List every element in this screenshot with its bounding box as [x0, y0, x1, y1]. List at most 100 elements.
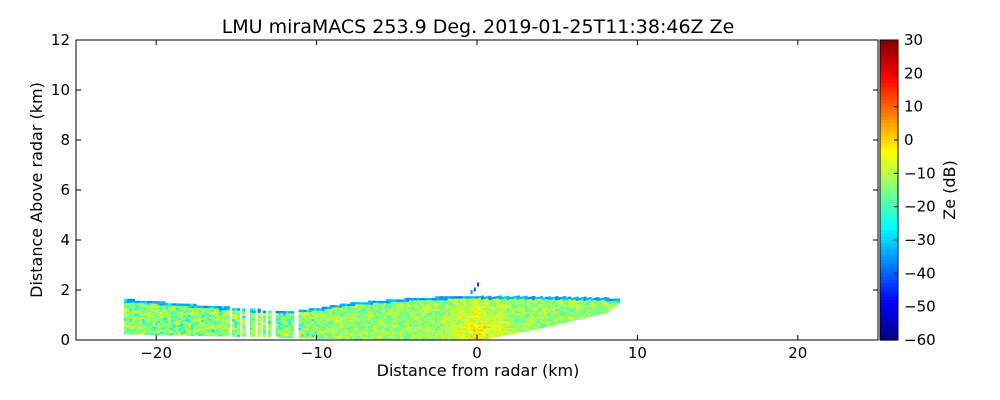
colorbar-segment — [880, 270, 898, 274]
reflectivity-cell — [216, 327, 220, 330]
reflectivity-cell — [124, 309, 128, 312]
reflectivity-cell — [593, 308, 597, 311]
reflectivity-cell — [152, 301, 156, 304]
reflectivity-cell — [373, 328, 377, 332]
reflectivity-cell — [180, 321, 184, 324]
reflectivity-cell — [473, 336, 477, 339]
reflectivity-cell — [221, 314, 225, 318]
colorbar-segment — [880, 163, 898, 168]
colorbar-segment — [880, 310, 898, 314]
reflectivity-cell — [465, 299, 469, 303]
reflectivity-cell — [203, 314, 207, 317]
reflectivity-cell — [275, 316, 279, 319]
reflectivity-cell — [180, 322, 184, 326]
reflectivity-cell — [278, 317, 282, 321]
reflectivity-cell — [506, 302, 510, 306]
reflectivity-cell — [570, 318, 574, 322]
reflectivity-cell — [393, 309, 397, 313]
reflectivity-cell — [411, 318, 415, 322]
reflectivity-cell — [447, 310, 451, 313]
reflectivity-cell — [303, 325, 307, 328]
reflectivity-cell — [529, 319, 533, 322]
reflectivity-cell — [401, 301, 405, 304]
reflectivity-cell — [555, 306, 559, 310]
reflectivity-cell — [324, 318, 328, 322]
reflectivity-cell — [501, 312, 505, 315]
reflectivity-cell — [308, 336, 313, 339]
reflectivity-cell — [180, 317, 184, 320]
reflectivity-cell — [288, 328, 292, 332]
reflectivity-cell — [154, 323, 159, 327]
reflectivity-cell — [352, 302, 356, 305]
reflectivity-cell — [588, 305, 592, 309]
reflectivity-cell — [473, 303, 477, 306]
reflectivity-cell — [342, 329, 346, 333]
reflectivity-cell — [598, 301, 603, 305]
reflectivity-cell — [285, 319, 289, 323]
reflectivity-cell — [506, 304, 510, 307]
reflectivity-cell — [529, 308, 533, 312]
reflectivity-cell — [509, 325, 513, 328]
reflectivity-cell — [450, 299, 454, 303]
reflectivity-cell — [142, 332, 146, 335]
reflectivity-cell — [560, 305, 564, 308]
reflectivity-cell — [208, 325, 212, 328]
reflectivity-cell — [385, 332, 390, 335]
reflectivity-cell — [195, 333, 200, 336]
reflectivity-cell — [280, 323, 284, 326]
reflectivity-cell — [408, 334, 413, 338]
reflectivity-cell — [198, 314, 202, 317]
reflectivity-cell — [575, 303, 579, 306]
reflectivity-cell — [139, 328, 143, 332]
reflectivity-cell — [491, 307, 495, 310]
reflectivity-cell — [332, 327, 336, 331]
reflectivity-cell — [157, 309, 161, 313]
reflectivity-cell — [154, 329, 159, 332]
reflectivity-cell — [547, 312, 551, 315]
reflectivity-cell — [527, 311, 531, 314]
reflectivity-cell — [142, 309, 146, 312]
reflectivity-cell — [362, 311, 366, 314]
reflectivity-cell — [344, 319, 348, 322]
reflectivity-cell — [439, 303, 443, 306]
reflectivity-cell — [324, 324, 328, 327]
reflectivity-cell — [326, 329, 331, 332]
reflectivity-cell — [444, 305, 449, 308]
reflectivity-cell — [434, 313, 438, 317]
reflectivity-cell — [211, 323, 215, 326]
reflectivity-cell — [426, 326, 431, 329]
reflectivity-cell — [393, 311, 397, 314]
reflectivity-cell — [432, 317, 436, 320]
reflectivity-cell — [455, 313, 459, 317]
reflectivity-cell — [334, 329, 338, 333]
reflectivity-cell — [352, 330, 356, 333]
reflectivity-cell — [329, 317, 333, 320]
reflectivity-cell — [452, 301, 456, 304]
reflectivity-cell — [421, 329, 425, 332]
reflectivity-cell — [424, 319, 428, 322]
reflectivity-cell — [183, 329, 187, 333]
reflectivity-cell — [424, 338, 428, 341]
reflectivity-cell — [234, 329, 238, 332]
reflectivity-cell — [547, 306, 551, 310]
reflectivity-cell — [149, 322, 153, 325]
reflectivity-cell — [432, 301, 436, 304]
reflectivity-cell — [162, 311, 166, 315]
reflectivity-cell — [201, 307, 205, 310]
reflectivity-cell — [373, 323, 377, 326]
reflectivity-cell — [475, 326, 479, 329]
reflectivity-cell — [288, 332, 292, 335]
reflectivity-cell — [444, 312, 449, 315]
reflectivity-cell — [421, 338, 425, 341]
reflectivity-cell — [398, 304, 402, 308]
reflectivity-cell — [398, 323, 402, 327]
reflectivity-cell — [485, 320, 490, 324]
reflectivity-cell — [552, 314, 556, 317]
reflectivity-cell — [426, 298, 431, 301]
colorbar-segment — [880, 313, 898, 318]
reflectivity-cell — [349, 317, 354, 321]
reflectivity-cell — [355, 305, 359, 308]
reflectivity-cell — [534, 302, 538, 305]
reflectivity-cell — [326, 315, 331, 318]
reflectivity-cell — [516, 297, 520, 300]
